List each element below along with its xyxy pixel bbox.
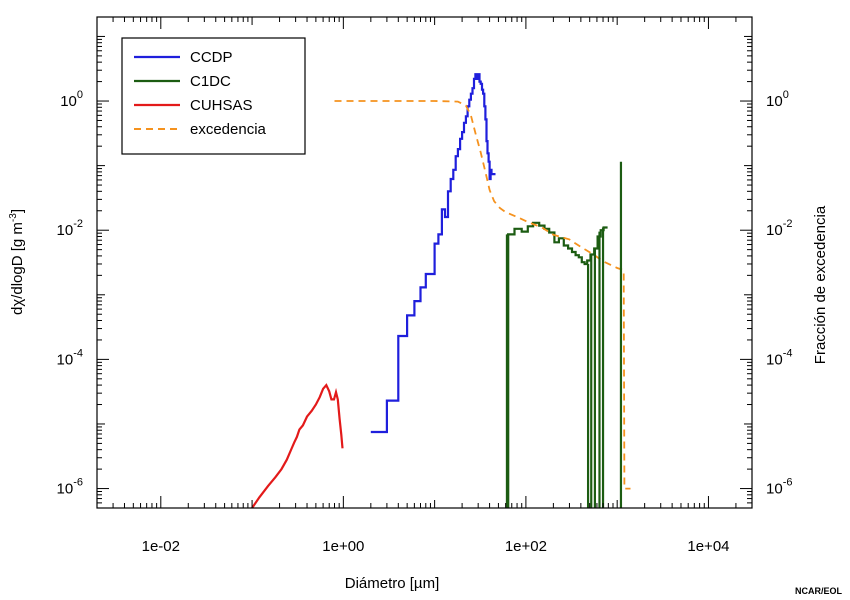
legend-label-excedencia: excedencia — [190, 121, 267, 138]
y-axis-title-left: dχ/dlogD [g m-3] — [8, 209, 26, 315]
series-line-ccdp — [370, 73, 496, 434]
legend-label-c1dc: C1DC — [190, 73, 231, 90]
x-tick-label: 1e+00 — [322, 538, 364, 555]
legend: CCDP C1DC CUHSAS excedencia — [121, 37, 306, 155]
x-axis-title: Diámetro [µm] — [345, 575, 440, 592]
y-tick-label-right: 10-4 — [766, 347, 792, 368]
x-tick-label: 1e-02 — [142, 538, 180, 555]
legend-label-ccdp: CCDP — [190, 49, 233, 66]
ticks-layer: 1e-02 1e+00 1e+02 1e+04 100 10-2 10-4 10-6 100 10… — [57, 16, 792, 555]
y-tick-label-left: 10-2 — [57, 218, 83, 239]
y-tick-label-left: 100 — [60, 89, 83, 110]
y-tick-label-right: 10-6 — [766, 477, 792, 498]
x-tick-label: 1e+02 — [505, 538, 547, 555]
x-tick-label: 1e+04 — [687, 538, 729, 555]
y-tick-label-left: 10-4 — [57, 347, 83, 368]
series-line-cuhsas — [251, 383, 344, 509]
y-tick-label-right: 10-2 — [766, 218, 792, 239]
legend-label-cuhsas: CUHSAS — [190, 97, 253, 114]
y-tick-label-right: 100 — [766, 89, 789, 110]
series-layer — [251, 73, 631, 509]
y-tick-label-left: 10-6 — [57, 477, 83, 498]
y-axis-title-right: Fracción de excedencia — [812, 205, 829, 364]
credit-label: NCAR/EOL — [795, 586, 843, 596]
series-line-excedencia — [334, 100, 631, 490]
plot-frame — [96, 16, 753, 509]
